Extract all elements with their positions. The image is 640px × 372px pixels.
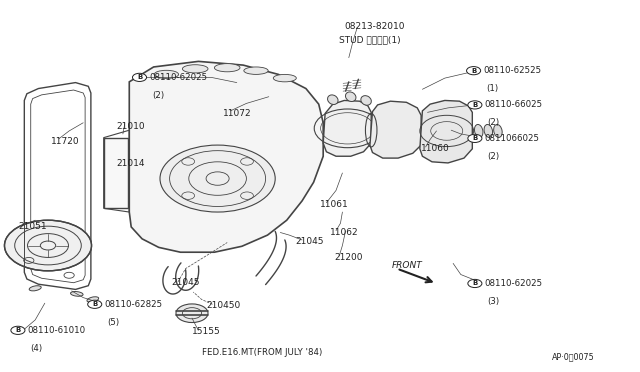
- Text: FRONT: FRONT: [392, 262, 422, 270]
- Circle shape: [467, 67, 481, 75]
- Ellipse shape: [474, 125, 483, 137]
- Text: 11072: 11072: [223, 109, 252, 118]
- Ellipse shape: [87, 297, 99, 302]
- Text: B: B: [137, 74, 142, 80]
- Text: (3): (3): [488, 297, 500, 306]
- Circle shape: [468, 279, 482, 288]
- Ellipse shape: [361, 96, 371, 105]
- Text: 0811066025: 0811066025: [484, 134, 540, 143]
- Text: B: B: [15, 327, 20, 333]
- Polygon shape: [370, 101, 421, 158]
- Circle shape: [4, 220, 92, 271]
- Text: B: B: [471, 68, 476, 74]
- Text: B: B: [472, 102, 477, 108]
- Text: 21051: 21051: [18, 222, 47, 231]
- Text: 15155: 15155: [192, 327, 221, 336]
- Text: 21045: 21045: [296, 237, 324, 246]
- Ellipse shape: [154, 70, 179, 78]
- Text: 11060: 11060: [421, 144, 450, 153]
- Text: (5): (5): [108, 318, 120, 327]
- Text: B: B: [472, 280, 477, 286]
- Text: 21010: 21010: [116, 122, 145, 131]
- Text: 21045: 21045: [172, 278, 200, 287]
- Text: AP·0【0075: AP·0【0075: [552, 353, 595, 362]
- Text: 08213-82010: 08213-82010: [344, 22, 405, 31]
- Text: 08110-62025: 08110-62025: [149, 73, 207, 82]
- Circle shape: [88, 300, 102, 308]
- Circle shape: [468, 101, 482, 109]
- Text: 08110-62025: 08110-62025: [484, 279, 543, 288]
- Text: B: B: [92, 301, 97, 307]
- Ellipse shape: [29, 286, 41, 291]
- Text: (2): (2): [488, 118, 500, 127]
- Text: 210450: 210450: [206, 301, 241, 310]
- Ellipse shape: [328, 95, 338, 105]
- Polygon shape: [323, 100, 371, 156]
- Circle shape: [160, 145, 275, 212]
- Text: (4): (4): [31, 344, 43, 353]
- Circle shape: [468, 134, 482, 142]
- Text: 08110-62825: 08110-62825: [104, 300, 163, 309]
- Text: (2): (2): [152, 91, 164, 100]
- Polygon shape: [420, 100, 472, 163]
- Ellipse shape: [273, 74, 296, 82]
- Text: 08110-66025: 08110-66025: [484, 100, 543, 109]
- Ellipse shape: [214, 64, 240, 72]
- Text: 21200: 21200: [334, 253, 363, 262]
- Text: FED.E16.MT(FROM JULY '84): FED.E16.MT(FROM JULY '84): [202, 348, 322, 357]
- Circle shape: [11, 326, 25, 334]
- Text: STUD スタッド(1): STUD スタッド(1): [339, 35, 401, 44]
- Ellipse shape: [346, 92, 356, 102]
- Polygon shape: [129, 61, 323, 252]
- Text: (1): (1): [486, 84, 499, 93]
- Text: 11061: 11061: [320, 200, 349, 209]
- Ellipse shape: [182, 65, 208, 73]
- Text: B: B: [472, 135, 477, 141]
- Ellipse shape: [244, 67, 268, 74]
- Ellipse shape: [484, 125, 493, 137]
- Text: 08110-62525: 08110-62525: [483, 66, 541, 75]
- Text: (2): (2): [488, 152, 500, 161]
- Ellipse shape: [493, 125, 502, 137]
- Polygon shape: [104, 138, 128, 208]
- Text: 08110-61010: 08110-61010: [28, 326, 86, 335]
- Text: 11720: 11720: [51, 137, 80, 146]
- Text: 21014: 21014: [116, 159, 145, 168]
- Circle shape: [132, 73, 147, 81]
- Ellipse shape: [70, 292, 83, 296]
- Text: 11062: 11062: [330, 228, 358, 237]
- Circle shape: [176, 304, 208, 323]
